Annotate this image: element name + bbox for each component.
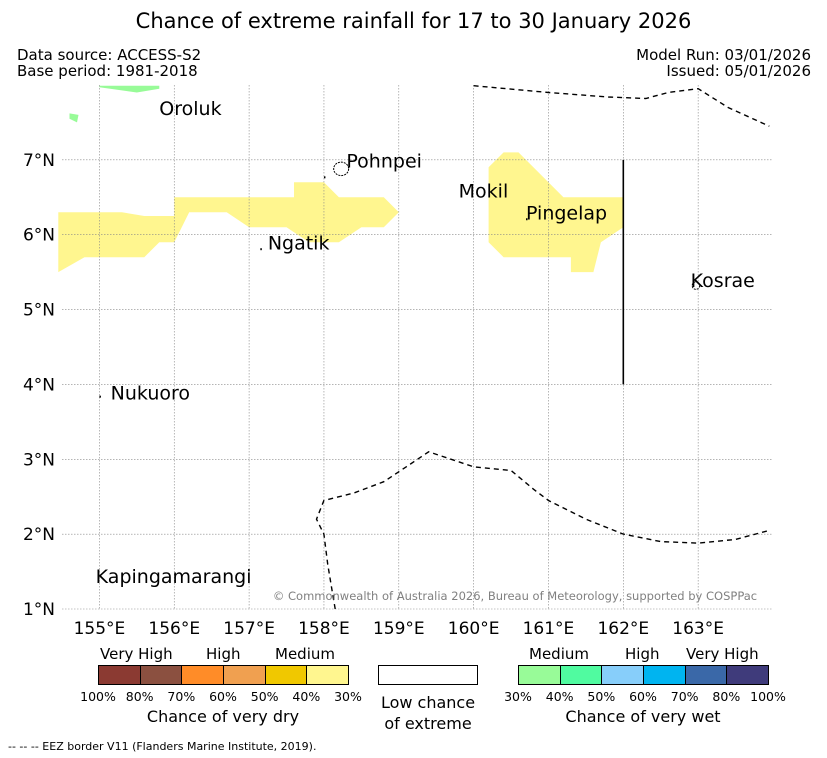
eez-footnote: -- -- -- EEZ border V11 (Flanders Marine…: [8, 740, 317, 753]
region-medium-dry-1: [488, 152, 624, 273]
copyright-notice: © Commonwealth of Australia 2026, Bureau…: [273, 589, 757, 603]
legend-wet-tick-6: 100%: [750, 689, 786, 704]
lat-tick-label-5: 5°N: [23, 301, 55, 321]
legend-wet-tick-5: 80%: [712, 689, 741, 704]
place-label-nukuoro: Nukuoro: [111, 382, 190, 404]
legend-wet-header-high: High: [625, 645, 660, 663]
place-label-ngatik: Ngatik: [268, 233, 330, 255]
legend-dry-tick-4: 50%: [250, 689, 279, 704]
place-label-kosrae: Kosrae: [691, 270, 755, 292]
legend-neutral-caption-1: Low chance: [380, 693, 476, 712]
model-run: Model Run: 03/01/2026: [636, 46, 811, 64]
place-label-pingelap: Pingelap: [526, 203, 607, 225]
island-pohnpei: [333, 161, 350, 177]
lat-tick-label-1: 1°N: [23, 600, 55, 620]
legend-dry-swatch-1: [139, 665, 183, 685]
place-label-mokil: Mokil: [459, 180, 509, 202]
graticule: [62, 85, 773, 610]
lon-tick-label-156: 156°E: [148, 619, 200, 639]
island-kosrae: [691, 281, 701, 290]
chart-title: Chance of extreme rainfall for 17 to 30 …: [135, 9, 692, 33]
legend-dry-tick-1: 80%: [125, 689, 154, 704]
legend-dry-header-very-high: Very High: [100, 645, 173, 663]
legend-wet-tick-2: 50%: [587, 689, 616, 704]
lat-tick-label-4: 4°N: [23, 375, 55, 395]
legend-wet-header-medium: Medium: [529, 645, 589, 663]
place-label-pohnpei: Pohnpei: [346, 150, 422, 172]
lon-tick-label-161: 161°E: [523, 619, 575, 639]
legend-dry-swatch-4: [264, 665, 308, 685]
legend-dry-swatch-3: [223, 665, 266, 685]
lon-tick-label-162: 162°E: [597, 619, 649, 639]
island-ngatik-dot: [260, 248, 262, 251]
legend-wet-swatch-5: [726, 665, 769, 685]
region-medium-wet-3: [69, 113, 79, 123]
legend-wet-caption: Chance of very wet: [565, 707, 721, 726]
legend-dry-header-medium: Medium: [275, 645, 335, 663]
meta-left: Data source: ACCESS-S2 Base period: 1981…: [17, 47, 201, 79]
legend-wet-swatch-4: [684, 665, 728, 685]
lon-tick-label-158: 158°E: [298, 619, 350, 639]
island-mokil-dot: [526, 218, 528, 221]
lon-tick-label-155: 155°E: [74, 619, 126, 639]
eez-line-1: [315, 451, 770, 610]
legend-wet-header-very-high: Very High: [686, 645, 759, 663]
lon-tick-label-160: 160°E: [448, 619, 500, 639]
place-labels: Oroluk Pohnpei Mokil Pingelap Ngatik Kosrae Nu…: [96, 98, 755, 588]
legend-wet-tick-1: 40%: [545, 689, 574, 704]
island-oroluk-dot: [323, 176, 326, 179]
forecast-regions: [58, 85, 624, 273]
place-label-oroluk: Oroluk: [159, 98, 221, 120]
lon-tick-label-163: 163°E: [672, 619, 724, 639]
issued-date: Issued: 05/01/2026: [666, 62, 811, 80]
legend-wet-tick-4: 70%: [670, 689, 699, 704]
meta-right: Model Run: 03/01/2026 Issued: 05/01/2026: [636, 47, 811, 79]
legend-dry-caption: Chance of very dry: [146, 707, 300, 726]
place-label-kapingamarangi: Kapingamarangi: [96, 566, 252, 588]
legend-dry-header-high: High: [206, 645, 241, 663]
legend-neutral-swatch: [378, 665, 478, 685]
axis-tick-labels: 155°E 156°E 157°E 158°E 159°E 160°E 161°E 162°E…: [23, 151, 724, 639]
legend-dry-tick-0: 100%: [80, 689, 116, 704]
legend-dry-tick-6: 30%: [334, 689, 362, 704]
legend-wet-swatch-1: [559, 665, 603, 685]
eez-borders: [315, 85, 770, 610]
region-medium-dry-0: [58, 182, 399, 273]
islands: [99, 161, 701, 398]
legend-dry-tick-2: 70%: [167, 689, 196, 704]
legend-wet-swatch-3: [643, 665, 686, 685]
legend-dry-tick-3: 60%: [209, 689, 237, 704]
legend-dry-swatch-5: [306, 665, 349, 685]
eez-line-0: [473, 85, 770, 127]
legend-wet-tick-3: 60%: [629, 689, 657, 704]
lat-tick-label-3: 3°N: [23, 450, 55, 470]
data-source: Data source: ACCESS-S2: [17, 46, 202, 64]
legend-dry-tick-5: 40%: [292, 689, 321, 704]
lat-tick-label-2: 2°N: [23, 525, 55, 545]
lon-tick-label-157: 157°E: [223, 619, 275, 639]
legend-wet-swatch-2: [601, 665, 644, 685]
legend-wet-swatch-0: [518, 665, 561, 685]
base-period: Base period: 1981-2018: [17, 62, 198, 80]
lat-tick-label-6: 6°N: [23, 226, 55, 246]
region-medium-wet-2: [99, 85, 160, 93]
lat-tick-label-7: 7°N: [23, 151, 55, 171]
legend-dry-swatch-0: [98, 665, 141, 685]
legend-wet-tick-0: 30%: [504, 689, 532, 704]
lon-tick-label-159: 159°E: [373, 619, 425, 639]
legend-neutral-caption-2: of extreme: [384, 714, 472, 733]
legend-dry-swatch-2: [181, 665, 224, 685]
island-nukuoro-dot: [99, 395, 101, 398]
